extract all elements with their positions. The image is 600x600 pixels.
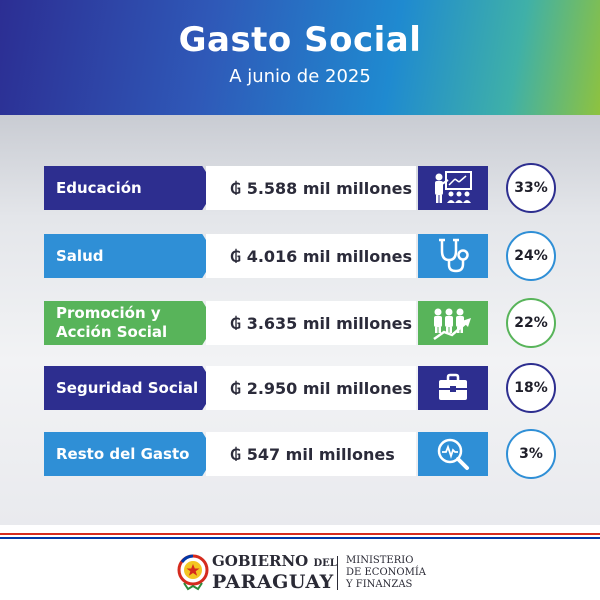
percent-educacion: 33%: [506, 163, 556, 213]
header-banner: Gasto Social A junio de 2025: [0, 0, 600, 115]
gobierno-text: GOBIERNO: [212, 552, 309, 570]
briefcase-icon: [418, 366, 488, 410]
gobierno-del-text: DEL: [313, 558, 337, 569]
category-label-promocion-line1: Promoción y: [56, 304, 161, 322]
percent-promocion: 22%: [506, 298, 556, 348]
gobierno-del-paraguay-logo: GOBIERNO DEL PARAGUAY: [212, 553, 337, 593]
amount-salud: ₲ 4.016 mil millones: [206, 234, 416, 278]
category-label-promocion: Promoción y Acción Social: [44, 301, 216, 345]
magnifier-pulse-icon: [418, 432, 488, 476]
percent-resto-del-gasto: 3%: [506, 429, 556, 479]
row-salud: Salud ₲ 4.016 mil millones 24%: [0, 231, 600, 281]
percent-salud: 24%: [506, 231, 556, 281]
teacher-classroom-icon: [418, 166, 488, 210]
amount-promocion: ₲ 3.635 mil millones: [206, 301, 416, 345]
category-label-salud: Salud: [44, 234, 216, 278]
category-label-seguridad-social: Seguridad Social: [44, 366, 216, 410]
ministerio-line3: Y FINANZAS: [346, 579, 413, 590]
amount-resto-del-gasto: ₲ 547 mil millones: [206, 432, 416, 476]
ministerio-logo: MINISTERIO DE ECONOMÍA Y FINANZAS: [346, 555, 426, 591]
paraguay-emblem-icon: [176, 553, 210, 591]
flag-stripe-red: [0, 533, 600, 535]
content-panel: Educación ₲ 5.588 mil millones 33: [0, 115, 600, 525]
row-resto-del-gasto: Resto del Gasto ₲ 547 mil millones 3%: [0, 429, 600, 479]
amount-seguridad-social: ₲ 2.950 mil millones: [206, 366, 416, 410]
paraguay-text: PARAGUAY: [212, 571, 334, 593]
ministerio-line2: DE ECONOMÍA: [346, 567, 427, 578]
row-promocion-accion-social: Promoción y Acción Social ₲ 3.635 mil mi…: [0, 298, 600, 348]
flag-stripe-white: [0, 535, 600, 537]
percent-seguridad-social: 18%: [506, 363, 556, 413]
page-subtitle: A junio de 2025: [229, 66, 371, 87]
row-seguridad-social: Seguridad Social ₲ 2.950 mil millones 18…: [0, 363, 600, 413]
flag-stripe-blue: [0, 537, 600, 539]
footer-divider: [337, 556, 338, 590]
people-growth-icon: [418, 301, 488, 345]
stethoscope-icon: [418, 234, 488, 278]
category-label-educacion: Educación: [44, 166, 216, 210]
category-label-resto-del-gasto: Resto del Gasto: [44, 432, 216, 476]
page-title: Gasto Social: [178, 20, 422, 60]
amount-educacion: ₲ 5.588 mil millones: [206, 166, 416, 210]
footer: [0, 548, 600, 600]
category-label-promocion-line2: Acción Social: [56, 323, 168, 341]
row-educacion: Educación ₲ 5.588 mil millones 33: [0, 163, 600, 213]
ministerio-line1: MINISTERIO: [346, 555, 414, 566]
